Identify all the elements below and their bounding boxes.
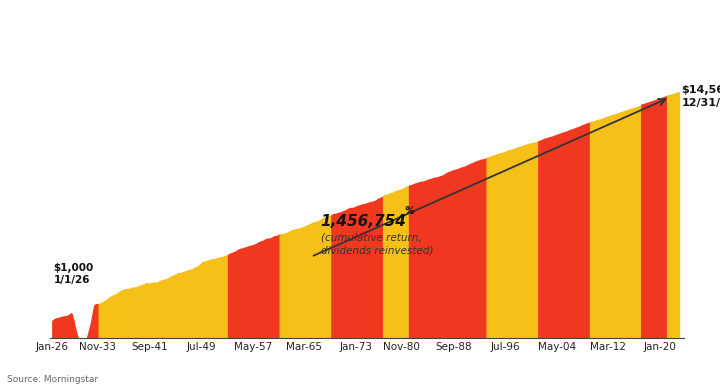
Text: $14,567,541
12/31/23: $14,567,541 12/31/23: [681, 85, 720, 108]
Text: Democrats: Democrats: [0, 387, 1, 388]
Text: 1,456,754: 1,456,754: [320, 214, 407, 229]
Text: $1,000
1/1/26: $1,000 1/1/26: [53, 263, 94, 286]
Text: %: %: [405, 206, 415, 217]
Text: Source: Morningstar: Source: Morningstar: [7, 375, 99, 384]
Text: Republicans: Republicans: [0, 387, 1, 388]
Text: (Growth of $1,000, 1926–2023): (Growth of $1,000, 1926–2023): [238, 45, 482, 59]
Text: Stocks Have Continued Higher Regardless of Party Holding the Presidency: Stocks Have Continued Higher Regardless …: [68, 15, 652, 29]
Text: (cumulative return,
dividends reinvested): (cumulative return, dividends reinvested…: [320, 232, 433, 255]
